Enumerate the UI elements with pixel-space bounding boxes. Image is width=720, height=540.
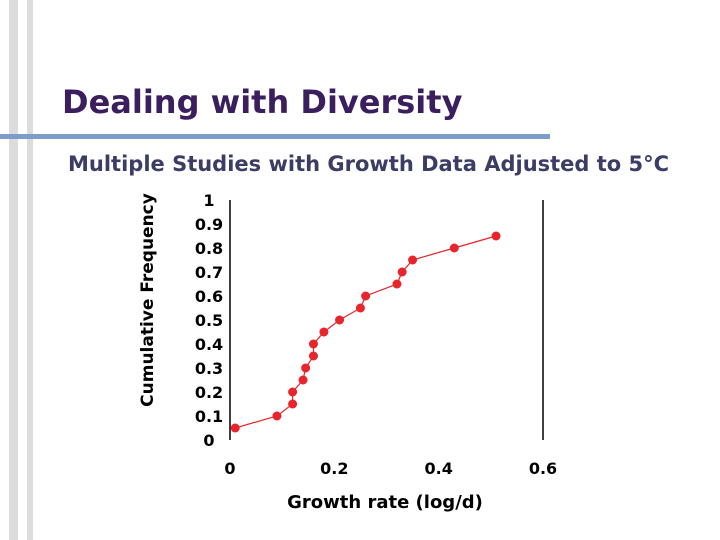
y-tick-labels: 0 0.1 0.2 0.3 0.4 0.5 0.6 0.7 0.8 0.9 1 [195,191,223,450]
slide-title: Dealing with Diversity [62,83,463,121]
y-tick-label: 0.5 [195,311,223,330]
y-tick-label: 0.4 [195,335,223,354]
slide-panel [33,0,720,540]
y-tick-label: 0.7 [195,263,223,282]
data-point-6 [301,363,311,373]
data-point-8 [308,339,318,349]
series-line [235,235,497,429]
y-tick-label: 0 [203,431,214,450]
data-point-4 [288,387,298,397]
y-tick-label: 0.2 [195,383,223,402]
slide-subtitle: Multiple Studies with Growth Data Adjust… [68,152,670,176]
y-tick-label: 0.9 [195,215,223,234]
data-point-9 [319,327,329,337]
x-tick-label: 0.2 [320,459,348,478]
y-tick-label: 0.1 [195,407,223,426]
data-point-2 [272,411,282,421]
data-points [230,231,501,433]
data-point-15 [408,255,418,265]
data-point-17 [491,231,501,241]
y-tick-label: 1 [203,191,214,210]
data-point-1 [230,423,240,433]
x-axis-label: Growth rate (log/d) [287,492,483,513]
data-point-3 [288,399,298,409]
y-tick-label: 0.8 [195,239,223,258]
data-point-7 [308,351,318,361]
x-tick-label: 0.6 [529,459,557,478]
data-point-13 [392,279,402,289]
x-tick-label: 0.4 [424,459,452,478]
title-underline [0,134,550,139]
data-point-16 [449,243,459,253]
data-point-11 [355,303,365,313]
y-axis-label: Cumulative Frequency [138,193,158,407]
data-point-12 [361,291,371,301]
x-tick-label: 0 [224,459,235,478]
data-point-14 [397,267,407,277]
y-tick-label: 0.6 [195,287,223,306]
data-point-5 [298,375,308,385]
y-tick-label: 0.3 [195,359,223,378]
data-point-10 [335,315,345,325]
x-tick-labels: 0 0.2 0.4 0.6 [224,459,557,478]
